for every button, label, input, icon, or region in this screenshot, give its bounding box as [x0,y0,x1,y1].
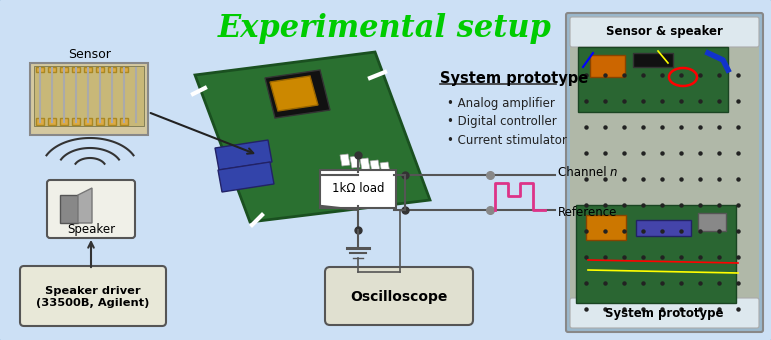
Bar [60,118,68,125]
Polygon shape [360,158,370,170]
Text: • Digital controller: • Digital controller [447,116,557,129]
FancyBboxPatch shape [320,170,396,208]
Bar [36,67,44,72]
Polygon shape [270,76,318,111]
FancyBboxPatch shape [47,180,135,238]
Text: System prototype: System prototype [605,306,724,320]
Text: Speaker: Speaker [67,223,115,237]
Text: n: n [610,167,618,180]
Bar [633,53,673,67]
Bar [590,55,625,77]
Bar [30,63,148,135]
FancyBboxPatch shape [566,13,763,332]
Text: Sensor: Sensor [69,49,112,62]
Text: Speaker driver
(33500B, Agilent): Speaker driver (33500B, Agilent) [36,286,150,308]
Bar [578,47,728,112]
Bar [698,213,726,231]
FancyBboxPatch shape [570,17,759,47]
Bar [84,118,92,125]
Text: • Analog amplifier: • Analog amplifier [447,97,555,109]
Text: • Current stimulator: • Current stimulator [447,135,567,148]
Text: 1kΩ load: 1kΩ load [332,183,384,196]
Bar [72,118,80,125]
Polygon shape [370,160,380,172]
Text: Experimental setup: Experimental setup [218,13,552,44]
Bar [570,17,759,328]
Bar [96,67,104,72]
Bar [96,118,104,125]
Polygon shape [78,188,92,223]
Bar [48,67,56,72]
Bar [48,118,56,125]
Text: Channel: Channel [558,167,614,180]
Text: Oscilloscope: Oscilloscope [350,290,448,304]
Polygon shape [218,162,274,192]
Bar [72,67,80,72]
FancyBboxPatch shape [325,267,473,325]
Bar [120,118,128,125]
Polygon shape [340,154,350,166]
Bar [120,67,128,72]
Bar [60,67,68,72]
Bar [34,66,144,126]
Bar [84,67,92,72]
FancyBboxPatch shape [570,298,759,328]
Polygon shape [215,140,272,170]
Polygon shape [350,156,360,168]
Polygon shape [265,70,330,118]
Polygon shape [380,162,390,174]
Text: Sensor & speaker: Sensor & speaker [606,26,723,38]
Text: Reference: Reference [558,205,618,219]
Polygon shape [195,52,430,222]
Bar [60,195,78,223]
Bar [586,215,626,240]
Text: System prototype: System prototype [440,70,588,85]
FancyBboxPatch shape [20,266,166,326]
Bar [576,205,736,303]
Bar [36,118,44,125]
Bar [108,67,116,72]
Bar [636,220,691,236]
Bar [108,118,116,125]
